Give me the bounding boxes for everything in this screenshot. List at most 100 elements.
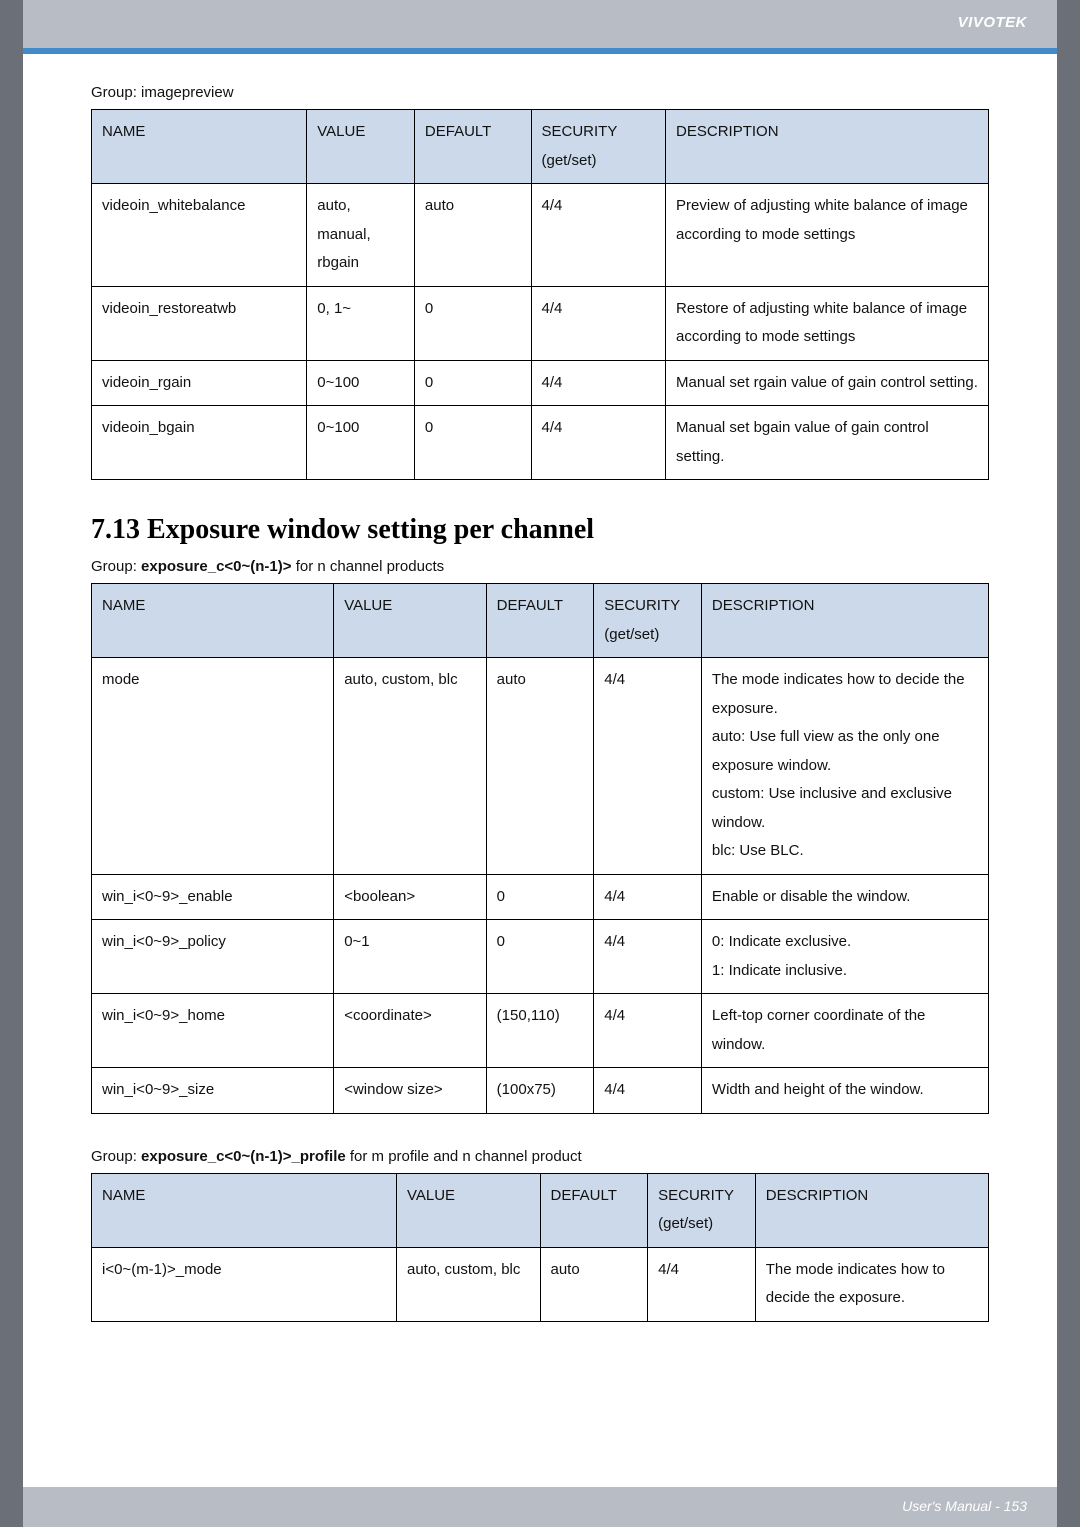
cell-default: 0 (414, 360, 531, 406)
cell-desc: Preview of adjusting white balance of im… (666, 184, 989, 287)
cell-default: 0 (414, 286, 531, 360)
cell-security: 4/4 (531, 286, 666, 360)
brand-label: VIVOTEK (958, 14, 1027, 31)
table-row: videoin_rgain0~10004/4Manual set rgain v… (92, 360, 989, 406)
table-row: videoin_restoreatwb0, 1~04/4Restore of a… (92, 286, 989, 360)
table-row: videoin_bgain0~10004/4Manual set bgain v… (92, 406, 989, 480)
cell-value: <window size> (334, 1068, 486, 1114)
cell-desc: 0: Indicate exclusive. 1: Indicate inclu… (701, 920, 988, 994)
col-description: DESCRIPTION (666, 110, 989, 184)
cell-desc: Restore of adjusting white balance of im… (666, 286, 989, 360)
section-heading: 7.13 Exposure window setting per channel (91, 514, 989, 546)
group-bold: exposure_c<0~(n-1)>_profile (141, 1148, 346, 1165)
cell-default: 0 (486, 874, 594, 920)
table-header-row: NAME VALUE DEFAULT SECURITY (get/set) DE… (92, 584, 989, 658)
col-name: NAME (92, 1173, 397, 1247)
cell-value: auto, manual, rbgain (307, 184, 415, 287)
header-band: VIVOTEK (23, 0, 1057, 48)
cell-value: 0~100 (307, 406, 415, 480)
col-name: NAME (92, 110, 307, 184)
cell-desc: Width and height of the window. (701, 1068, 988, 1114)
cell-security: 4/4 (531, 360, 666, 406)
group-label-exposure: Group: exposure_c<0~(n-1)> for n channel… (91, 558, 989, 575)
group-suffix: for n channel products (292, 558, 445, 575)
table-row: modeauto, custom, blcauto4/4The mode ind… (92, 658, 989, 875)
col-default: DEFAULT (486, 584, 594, 658)
table-row: i<0~(m-1)>_modeauto, custom, blcauto4/4T… (92, 1247, 989, 1321)
col-value: VALUE (334, 584, 486, 658)
cell-security: 4/4 (594, 874, 702, 920)
table-imagepreview: NAME VALUE DEFAULT SECURITY (get/set) DE… (91, 109, 989, 480)
cell-security: 4/4 (594, 658, 702, 875)
cell-name: win_i<0~9>_size (92, 1068, 334, 1114)
footer-band: User's Manual - 153 (23, 1487, 1057, 1527)
cell-default: auto (414, 184, 531, 287)
group-prefix: Group: (91, 558, 141, 575)
cell-desc: Manual set rgain value of gain control s… (666, 360, 989, 406)
col-default: DEFAULT (414, 110, 531, 184)
cell-desc: The mode indicates how to decide the exp… (755, 1247, 988, 1321)
cell-value: auto, custom, blc (396, 1247, 540, 1321)
col-name: NAME (92, 584, 334, 658)
table-exposure-profile: NAME VALUE DEFAULT SECURITY (get/set) DE… (91, 1173, 989, 1322)
group-bold: exposure_c<0~(n-1)> (141, 558, 292, 575)
cell-name: videoin_bgain (92, 406, 307, 480)
cell-default: auto (486, 658, 594, 875)
col-security: SECURITY (get/set) (531, 110, 666, 184)
cell-desc: The mode indicates how to decide the exp… (701, 658, 988, 875)
col-description: DESCRIPTION (701, 584, 988, 658)
table-row: videoin_whitebalanceauto, manual, rbgain… (92, 184, 989, 287)
cell-value: <boolean> (334, 874, 486, 920)
cell-value: 0~1 (334, 920, 486, 994)
table-exposure: NAME VALUE DEFAULT SECURITY (get/set) DE… (91, 583, 989, 1114)
page-container: VIVOTEK Group: imagepreview NAME VALUE D… (23, 0, 1057, 1527)
group-suffix: for m profile and n channel product (346, 1148, 582, 1165)
group-label-exposure-profile: Group: exposure_c<0~(n-1)>_profile for m… (91, 1148, 989, 1165)
cell-value: <coordinate> (334, 994, 486, 1068)
table-row: win_i<0~9>_size<window size>(100x75)4/4W… (92, 1068, 989, 1114)
cell-desc: Left-top corner coordinate of the window… (701, 994, 988, 1068)
cell-default: (150,110) (486, 994, 594, 1068)
cell-name: i<0~(m-1)>_mode (92, 1247, 397, 1321)
col-value: VALUE (307, 110, 415, 184)
cell-name: videoin_restoreatwb (92, 286, 307, 360)
content-area: Group: imagepreview NAME VALUE DEFAULT S… (23, 54, 1057, 1322)
table-row: win_i<0~9>_enable<boolean>04/4Enable or … (92, 874, 989, 920)
cell-value: auto, custom, blc (334, 658, 486, 875)
footer-label: User's Manual - 153 (902, 1498, 1027, 1514)
cell-name: win_i<0~9>_enable (92, 874, 334, 920)
cell-desc: Enable or disable the window. (701, 874, 988, 920)
cell-security: 4/4 (594, 1068, 702, 1114)
cell-security: 4/4 (531, 184, 666, 287)
cell-name: mode (92, 658, 334, 875)
col-description: DESCRIPTION (755, 1173, 988, 1247)
col-value: VALUE (396, 1173, 540, 1247)
table-header-row: NAME VALUE DEFAULT SECURITY (get/set) DE… (92, 1173, 989, 1247)
table-header-row: NAME VALUE DEFAULT SECURITY (get/set) DE… (92, 110, 989, 184)
cell-security: 4/4 (648, 1247, 756, 1321)
group-prefix: Group: (91, 1148, 141, 1165)
col-default: DEFAULT (540, 1173, 648, 1247)
cell-name: videoin_rgain (92, 360, 307, 406)
cell-name: win_i<0~9>_home (92, 994, 334, 1068)
group-label-imagepreview: Group: imagepreview (91, 84, 989, 101)
cell-default: 0 (414, 406, 531, 480)
cell-name: win_i<0~9>_policy (92, 920, 334, 994)
cell-value: 0~100 (307, 360, 415, 406)
cell-desc: Manual set bgain value of gain control s… (666, 406, 989, 480)
cell-name: videoin_whitebalance (92, 184, 307, 287)
cell-security: 4/4 (594, 994, 702, 1068)
cell-default: 0 (486, 920, 594, 994)
cell-default: (100x75) (486, 1068, 594, 1114)
table-body: i<0~(m-1)>_modeauto, custom, blcauto4/4T… (92, 1247, 989, 1321)
col-security: SECURITY (get/set) (594, 584, 702, 658)
cell-default: auto (540, 1247, 648, 1321)
table-row: win_i<0~9>_home<coordinate>(150,110)4/4L… (92, 994, 989, 1068)
table-row: win_i<0~9>_policy0~104/40: Indicate excl… (92, 920, 989, 994)
cell-security: 4/4 (594, 920, 702, 994)
cell-value: 0, 1~ (307, 286, 415, 360)
table-body: videoin_whitebalanceauto, manual, rbgain… (92, 184, 989, 480)
col-security: SECURITY (get/set) (648, 1173, 756, 1247)
table-body: modeauto, custom, blcauto4/4The mode ind… (92, 658, 989, 1114)
cell-security: 4/4 (531, 406, 666, 480)
